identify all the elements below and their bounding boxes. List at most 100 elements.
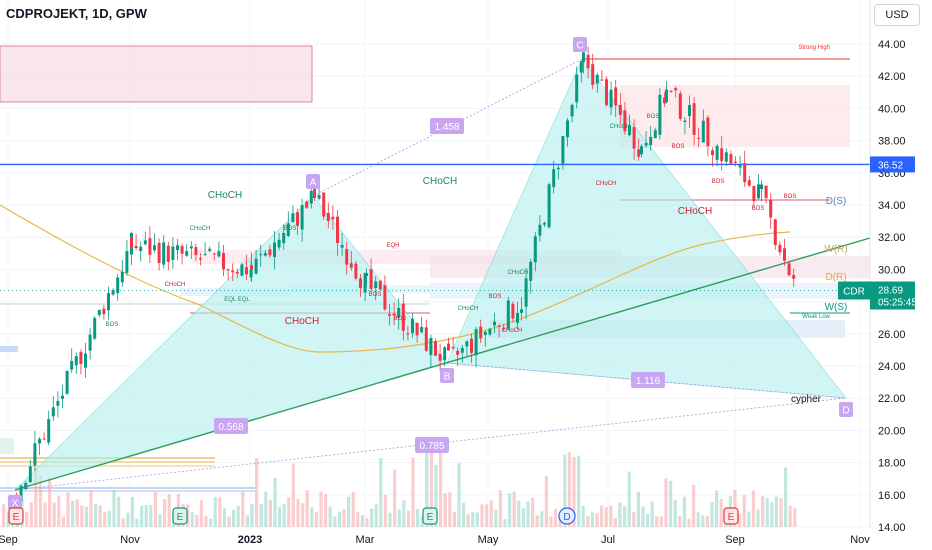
volume-bar [627,471,631,527]
volume-bar [581,506,585,527]
structure-label: CHoCH [208,190,242,201]
pattern-point-box [440,368,454,383]
time-axis[interactable]: Sep Nov 2023 Mar May Jul Sep Nov [0,534,870,546]
y-tick-label: 22.00 [878,393,906,405]
volume-bar [646,513,650,527]
candle-body [345,249,349,265]
candle-body [268,249,272,256]
volume-bar [498,490,502,527]
volume-bar [241,491,245,527]
volume-bar [535,515,539,527]
candle-body [148,238,152,255]
candle-body [516,313,519,323]
candle-body [456,350,460,355]
volume-bar [6,511,10,527]
earnings-marker-label: E [728,512,735,523]
candle-body [420,327,424,333]
volume-bar [563,454,567,527]
y-tick-label: 24.00 [878,361,906,373]
candle-body [282,232,286,244]
volume-bar [457,463,461,527]
structure-label: BOS [752,206,765,212]
candle-body [143,240,147,245]
candle-body [663,97,666,104]
candle-body [556,167,560,170]
price-axis[interactable]: 44.0042.0040.0038.0036.0034.0032.0030.00… [838,0,917,534]
candle-body [171,246,175,260]
volume-bar [324,494,328,527]
earnings-marker-label: E [177,512,184,523]
volume-bar [420,515,424,527]
candle-body [764,185,768,199]
candle-body [383,285,387,310]
volume-bar [549,516,553,527]
structure-label: CHoCH [165,282,186,288]
volume-bar [393,469,397,527]
volume-bar [558,515,562,527]
volume-bar [554,509,558,527]
candle-body [354,263,358,279]
currency-button[interactable]: USD [874,4,920,26]
candle-body [153,245,156,251]
volume-bar [305,490,309,527]
ratio-label: 0.568 [218,422,243,433]
moving-average [0,204,791,353]
candle-body [349,263,353,268]
volume-bar [144,505,148,527]
x-tick-label: Jul [601,534,615,546]
volume-bar [623,506,627,527]
volume-bar [264,491,268,527]
candle-body [470,338,473,353]
candle-body [166,245,170,262]
candle-body [605,79,608,106]
volume-bar [66,492,70,527]
volume-bar [512,491,516,527]
volume-bar [632,512,636,527]
candle-body [263,252,267,256]
volume-bar [29,502,33,527]
volume-bar [287,497,291,527]
y-tick-label: 34.00 [878,200,906,212]
candle-body [47,419,51,443]
candle-body [245,267,248,275]
countdown-timer: 05:25:45 [878,297,917,308]
candle-body [479,326,483,339]
zone-box [0,438,14,454]
candle-body [378,280,382,290]
candle-body [570,104,574,117]
y-tick-label: 16.00 [878,490,906,502]
volume-bar [650,501,654,527]
volume-bar [462,502,466,527]
ratio-box [415,437,449,453]
candle-body [212,253,216,255]
volume-bar [784,467,788,527]
candle-body [189,246,193,249]
zone-box [620,85,850,147]
volume-bar [149,504,153,527]
pattern-point-box [573,37,587,52]
candle-body [752,186,756,202]
candle-body [649,136,653,146]
volume-bar [57,495,61,527]
candle-body [273,242,276,257]
event-markers: E E E ED [8,507,739,525]
volume-bar [374,504,378,527]
volume-bar [94,504,98,527]
candle-body [692,103,696,135]
y-tick-label: 30.00 [878,264,906,276]
structure-label: BOS [712,179,725,185]
candle-body [365,273,368,276]
candle-body [231,270,235,273]
candle-body [738,164,742,168]
volume-bar [103,511,107,527]
candle-body [222,253,225,270]
candle-body [369,269,373,289]
smc-labels: CHoCH CHoCH CHoCH CHoCH CHoCH CHoCH CHoCH CHoCH… [106,45,848,334]
volume-bar [268,499,272,527]
structure-label: BOS [647,114,660,120]
volume-bar [296,498,300,527]
candle-body [720,148,724,162]
volume-bar [673,499,677,527]
candle-body [33,443,37,466]
